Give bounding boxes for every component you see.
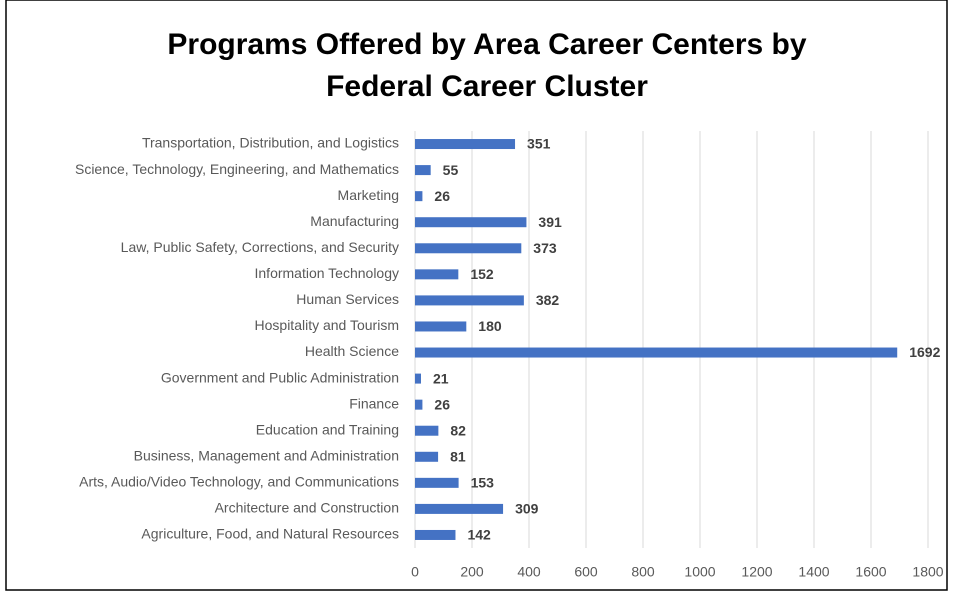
x-tick-label: 1600 — [855, 564, 886, 580]
chart-title: Programs Offered by Area Career Centers … — [167, 28, 806, 61]
y-tick-label: Science, Technology, Engineering, and Ma… — [75, 161, 399, 177]
bar — [415, 399, 423, 410]
y-tick-label: Law, Public Safety, Corrections, and Sec… — [121, 239, 399, 255]
x-tick-label: 1200 — [741, 564, 772, 580]
y-tick-label: Arts, Audio/Video Technology, and Commun… — [79, 474, 399, 490]
y-tick-label: Business, Management and Administration — [134, 447, 399, 463]
y-tick-label: Information Technology — [255, 265, 400, 281]
y-tick-label: Finance — [349, 395, 399, 411]
y-tick-label: Health Science — [305, 343, 399, 359]
y-tick-label: Education and Training — [256, 421, 399, 437]
value-label: 373 — [533, 240, 557, 256]
value-label: 1692 — [909, 344, 940, 360]
value-label: 152 — [470, 266, 494, 282]
bar — [415, 529, 456, 540]
x-tick-label: 600 — [574, 564, 598, 580]
value-label: 21 — [433, 370, 449, 386]
bar — [415, 373, 421, 384]
value-label: 382 — [536, 292, 560, 308]
bar — [415, 347, 898, 358]
value-label: 142 — [467, 527, 491, 543]
bar — [415, 425, 439, 436]
y-tick-label: Agriculture, Food, and Natural Resources — [141, 526, 399, 542]
value-label: 153 — [471, 475, 495, 491]
bar — [415, 477, 459, 488]
bar — [415, 503, 504, 514]
y-tick-label: Transportation, Distribution, and Logist… — [142, 135, 399, 151]
x-tick-label: 800 — [631, 564, 655, 580]
x-tick-label: 400 — [517, 564, 541, 580]
x-tick-label: 1800 — [912, 564, 943, 580]
bar — [415, 295, 524, 306]
bar — [415, 217, 527, 228]
x-tick-label: 200 — [460, 564, 484, 580]
bar — [415, 139, 516, 150]
value-label: 309 — [515, 501, 539, 517]
value-label: 55 — [443, 162, 459, 178]
bar — [415, 269, 459, 280]
value-label: 180 — [478, 318, 502, 334]
bar — [415, 191, 423, 202]
value-label: 351 — [527, 136, 551, 152]
y-tick-label: Hospitality and Tourism — [255, 317, 399, 333]
y-tick-label: Manufacturing — [310, 213, 399, 229]
bar — [415, 165, 431, 176]
x-tick-label: 1000 — [684, 564, 715, 580]
bar — [415, 243, 522, 254]
x-tick-label: 0 — [411, 564, 419, 580]
value-label: 82 — [450, 422, 466, 438]
y-tick-label: Human Services — [296, 291, 399, 307]
bar — [415, 321, 467, 332]
chart-border — [5, 0, 948, 591]
value-label: 26 — [434, 396, 450, 412]
value-label: 81 — [450, 448, 466, 464]
y-tick-label: Architecture and Construction — [215, 500, 399, 516]
value-label: 391 — [538, 214, 562, 230]
x-tick-label: 1400 — [798, 564, 829, 580]
value-label: 26 — [434, 188, 450, 204]
bar — [415, 451, 439, 462]
y-tick-label: Marketing — [338, 187, 399, 203]
y-tick-label: Government and Public Administration — [161, 369, 399, 385]
chart-title: Federal Career Cluster — [326, 70, 648, 103]
